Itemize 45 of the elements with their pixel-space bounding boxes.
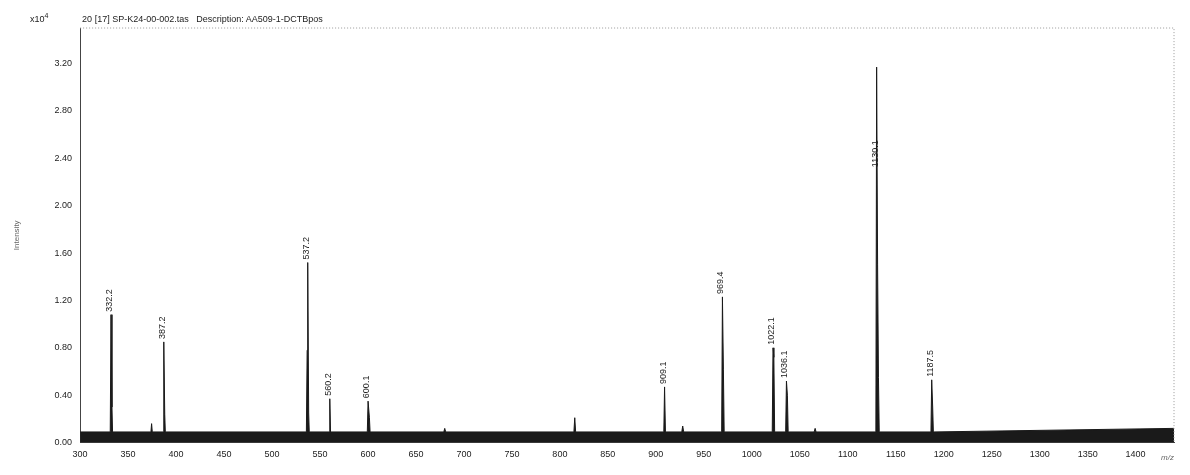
- x-tick-label: 550: [312, 449, 328, 460]
- annotation: 537.2: [300, 237, 311, 260]
- x-tick-label: 1250: [981, 449, 1002, 460]
- x-tick-label: 900: [648, 449, 664, 460]
- annotation: 387.2: [156, 316, 167, 339]
- x-tick-label: 650: [408, 449, 424, 460]
- annotation: 1187.5: [924, 349, 935, 377]
- y-tick-label: 0.00: [54, 437, 73, 448]
- x-tick-label: 750: [504, 449, 520, 460]
- x-tick-label: 700: [456, 449, 472, 460]
- annotation: 600.1: [361, 375, 372, 399]
- x-tick-label: 500: [264, 449, 280, 460]
- y-tick-label: 0.40: [54, 389, 73, 400]
- annotation: 969.4: [715, 271, 726, 294]
- x-tick-label: 300: [72, 449, 88, 460]
- annotation: 332.2: [104, 289, 114, 312]
- x-tick-label: 600: [360, 449, 376, 460]
- y-tick-label: 2.40: [54, 152, 73, 163]
- y-axis-title: Intensity: [12, 220, 21, 251]
- x-tick-label: 450: [216, 449, 232, 460]
- x-tick-label: 800: [552, 449, 568, 460]
- y-tick-label: 2.80: [54, 105, 73, 116]
- x-tick-label: 1300: [1029, 449, 1050, 460]
- x-tick-label: 350: [120, 449, 136, 460]
- y-tick-label: 3.20: [54, 58, 73, 69]
- x-tick-label: 1100: [838, 449, 858, 460]
- y-tick-label: 2.00: [54, 200, 73, 211]
- x-tick-label: 850: [600, 449, 616, 460]
- annotation: 1036.1: [779, 350, 790, 378]
- annotation: 560.2: [322, 373, 333, 396]
- y-tick-label: 1.20: [54, 294, 73, 305]
- x-axis-title: m/z: [1161, 453, 1174, 463]
- x-tick-label: 950: [696, 449, 712, 460]
- x-tick-label: 1000: [741, 449, 762, 460]
- y-tick-label: 0.80: [54, 342, 73, 353]
- y-tick-label: 1.60: [54, 247, 73, 258]
- x-tick-label: 1350: [1077, 449, 1098, 460]
- x-tick-label: 1050: [789, 449, 810, 460]
- chart-title: 20 [17] SP-K24-00-002.tas Description: AA509-1-DCTBpos: [82, 14, 324, 24]
- annotation: 909.1: [657, 361, 668, 384]
- x-tick-label: 1150: [886, 449, 906, 460]
- x-tick-label: 1400: [1125, 449, 1146, 460]
- annotation: 1022.1: [765, 317, 776, 345]
- x-tick-label: 400: [168, 449, 184, 460]
- x-tick-label: 1200: [933, 449, 954, 460]
